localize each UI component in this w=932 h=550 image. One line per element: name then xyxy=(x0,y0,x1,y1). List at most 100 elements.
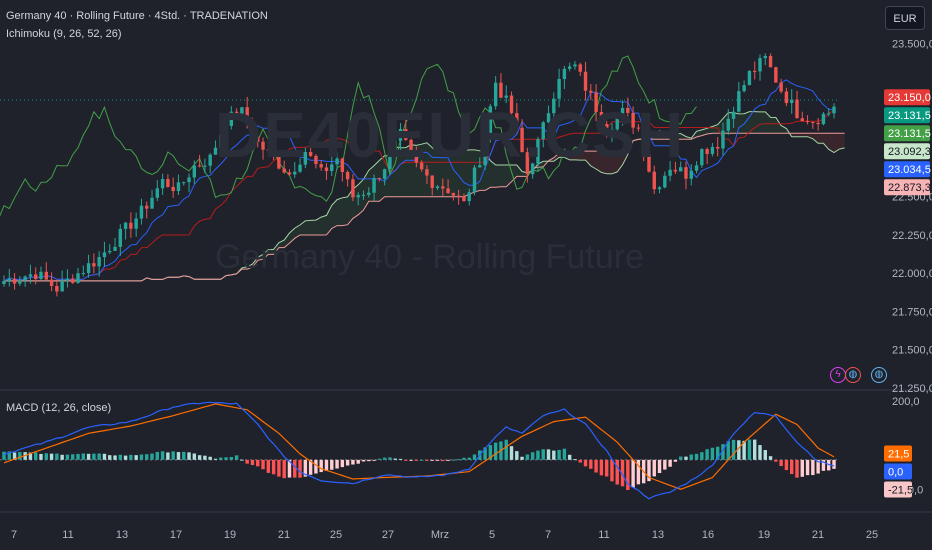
candle xyxy=(345,172,350,180)
candle xyxy=(356,194,360,198)
senkou-span-b-line xyxy=(4,132,845,282)
candle xyxy=(536,139,540,164)
cloud-segment xyxy=(812,133,819,144)
histogram-bar xyxy=(472,454,477,460)
histogram-bar xyxy=(166,452,170,460)
candle xyxy=(758,58,762,72)
cloud-segment xyxy=(278,240,285,248)
macd-label[interactable]: MACD (12, 26, close) xyxy=(6,402,112,414)
price-label-text: 23.131,5 xyxy=(888,128,931,140)
cloud-segment xyxy=(585,151,591,166)
histogram-bar xyxy=(589,459,593,469)
candle xyxy=(330,164,334,172)
candle xyxy=(710,147,715,154)
candle xyxy=(2,281,6,285)
candle xyxy=(589,90,593,93)
histogram-bar xyxy=(39,453,43,460)
histogram-bar xyxy=(567,454,572,460)
cloud-segment xyxy=(701,128,708,136)
histogram-bar xyxy=(234,455,239,460)
cloud-segment xyxy=(400,147,406,197)
kijun-line xyxy=(3,110,835,282)
histogram-bar xyxy=(552,450,556,460)
histogram-bar xyxy=(758,445,762,460)
cloud-segment xyxy=(775,117,782,134)
cloud-segment xyxy=(659,130,665,140)
cloud-segment xyxy=(765,111,771,134)
time-tick-label: 25 xyxy=(330,529,342,541)
candle xyxy=(414,150,419,163)
cloud-segment xyxy=(305,220,311,236)
globe-icon[interactable]: ◍ xyxy=(845,367,861,383)
candle xyxy=(578,64,582,72)
histogram-bar xyxy=(150,453,154,460)
candle xyxy=(636,127,641,129)
candle xyxy=(684,167,688,179)
histogram-bar xyxy=(28,452,33,460)
histogram-bar xyxy=(657,459,662,474)
price-label-text: 23.092,3 xyxy=(888,146,931,158)
cloud-segment xyxy=(696,129,702,138)
candle xyxy=(256,136,260,142)
cloud-segment xyxy=(749,111,755,134)
macd-pane xyxy=(0,401,838,500)
histogram-bar xyxy=(76,453,80,460)
histogram-bar xyxy=(726,441,730,460)
candle xyxy=(197,165,202,167)
chart-title[interactable]: Germany 40 · Rolling Future · 4Std. · TR… xyxy=(6,10,268,22)
histogram-bar xyxy=(715,446,720,460)
cloud-segment xyxy=(839,133,845,150)
candle xyxy=(229,111,234,126)
candle xyxy=(192,165,197,178)
cloud-segment xyxy=(506,164,512,187)
histogram-bar xyxy=(789,459,794,475)
cloud-segment xyxy=(537,161,544,168)
histogram-bar xyxy=(229,457,234,460)
histogram-bar xyxy=(430,459,434,461)
candle xyxy=(118,228,123,247)
time-tick-label: 13 xyxy=(116,529,128,541)
candle xyxy=(610,129,614,134)
candle xyxy=(647,154,651,172)
candle xyxy=(795,99,799,119)
bolt-icon[interactable]: ϟ xyxy=(830,367,846,383)
histogram-bar xyxy=(81,453,86,460)
cloud-segment xyxy=(823,133,829,150)
histogram-bar xyxy=(467,457,471,460)
candle xyxy=(509,95,514,114)
cloud-segment xyxy=(807,133,813,139)
price-tick-label: 21.500,0 xyxy=(892,345,932,357)
price-label-box xyxy=(884,161,930,178)
histogram-bar xyxy=(12,452,17,460)
candle xyxy=(234,111,239,119)
candle xyxy=(319,164,323,168)
histogram-bar xyxy=(779,459,783,467)
histogram-bar xyxy=(97,453,101,460)
cloud-segment xyxy=(358,179,364,215)
currency-button[interactable]: EUR xyxy=(885,6,925,30)
candle xyxy=(287,172,292,175)
candle xyxy=(789,99,794,104)
price-tick-label: 21.250,0 xyxy=(892,383,932,395)
candle xyxy=(599,111,604,124)
histogram-bar xyxy=(139,454,144,460)
candle xyxy=(472,167,477,193)
histogram-bar xyxy=(631,459,635,488)
cloud-segment xyxy=(379,155,385,202)
histogram-bar xyxy=(700,452,704,460)
histogram-bar xyxy=(71,454,75,460)
histogram-bar xyxy=(293,459,297,478)
histogram-bar xyxy=(113,455,117,460)
histogram-bar xyxy=(731,439,736,460)
cloud-segment xyxy=(553,152,560,162)
cloud-segment xyxy=(310,220,316,236)
time-tick-label: 16 xyxy=(702,529,714,541)
indicator-label[interactable]: Ichimoku (9, 26, 52, 26) xyxy=(6,28,122,40)
histogram-bar xyxy=(145,454,149,460)
globe-icon[interactable]: ◍ xyxy=(871,367,887,383)
histogram-bar xyxy=(335,459,339,469)
candle xyxy=(594,92,598,112)
histogram-bar xyxy=(319,459,323,473)
candle xyxy=(462,196,466,202)
